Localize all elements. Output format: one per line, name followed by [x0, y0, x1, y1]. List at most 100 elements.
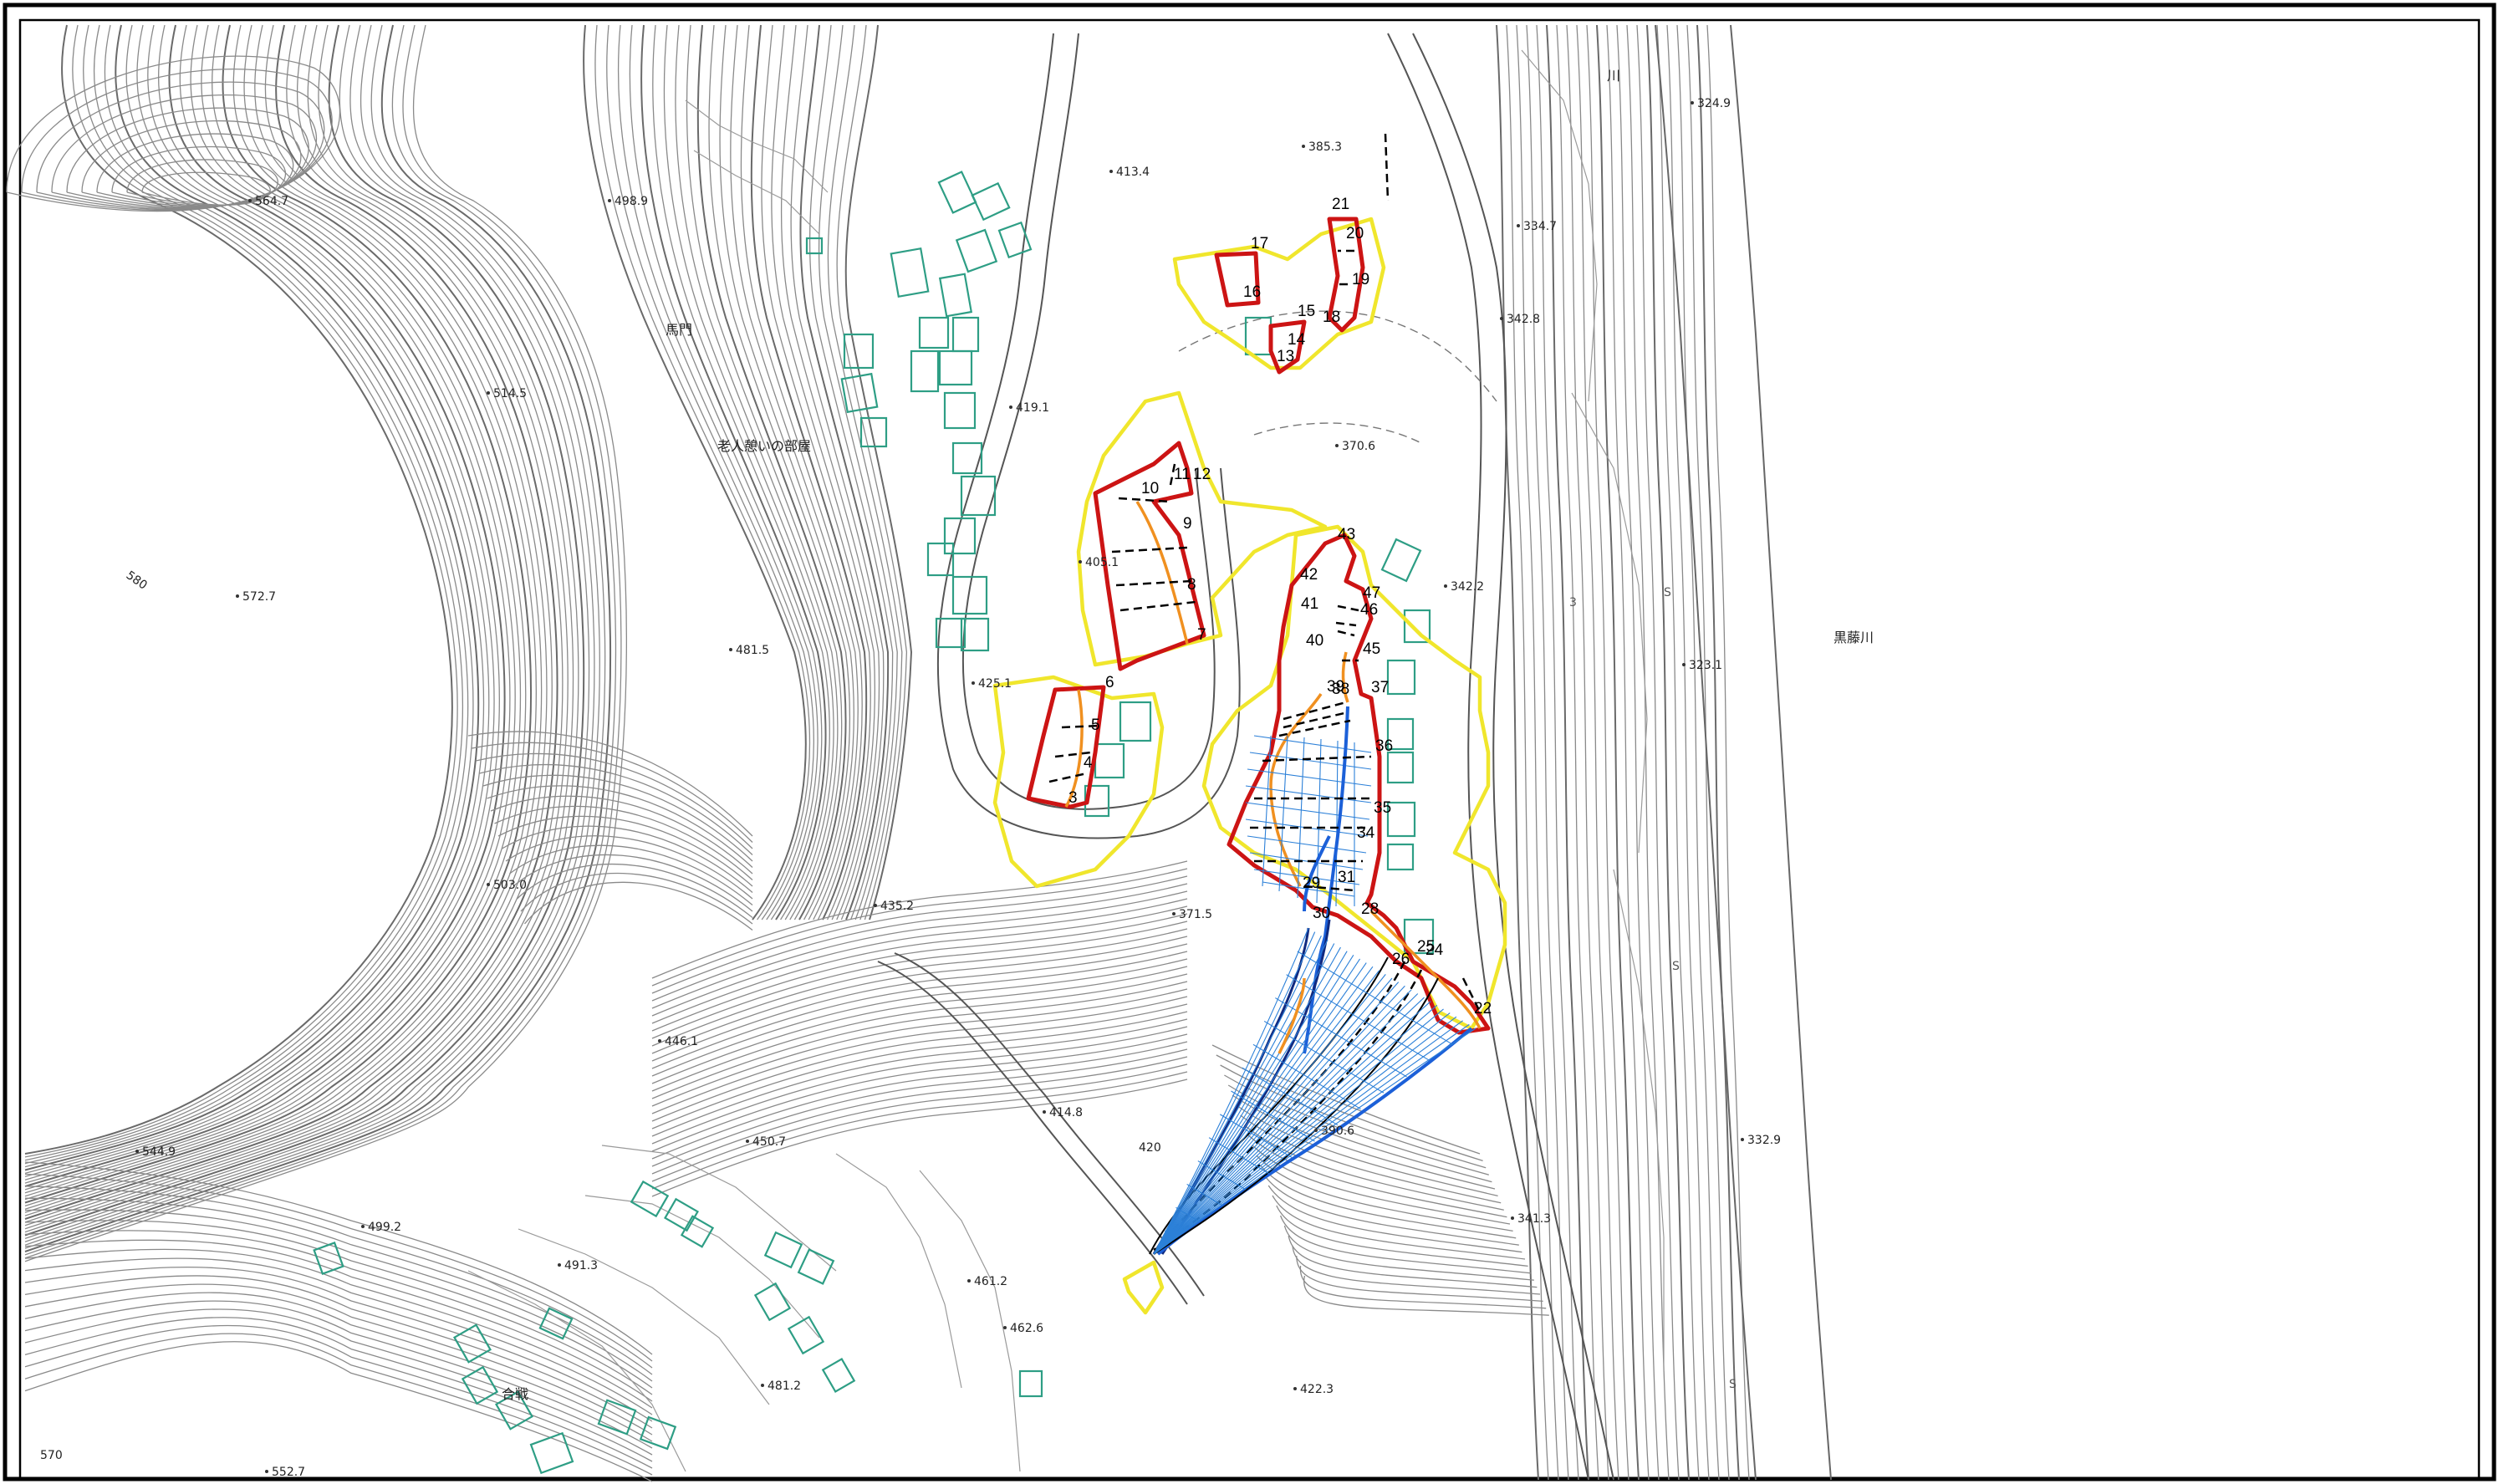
- place-label-gassen: 合戦: [502, 1386, 528, 1402]
- building: [461, 1365, 499, 1405]
- elevation-label: 324.9: [1697, 97, 1731, 110]
- building: [1380, 538, 1422, 583]
- yellow-zone-east: [1201, 524, 1507, 1031]
- contour-line: [686, 24, 843, 920]
- contour-line: [651, 898, 1188, 1017]
- elevation-label: 580: [124, 569, 150, 592]
- fan-hatch-line: [1153, 993, 1419, 1255]
- elevation-label: 341.3: [1517, 1212, 1551, 1226]
- contour-line: [24, 24, 617, 1256]
- contour-line: [24, 24, 574, 1230]
- section-number-label: 41: [1301, 595, 1318, 613]
- contour-line: [24, 24, 463, 1161]
- contour-line: [1666, 24, 1710, 1481]
- contour-line: [479, 763, 753, 855]
- contour-line: [517, 863, 753, 919]
- contour-line: [651, 1071, 1188, 1190]
- contour-line: [651, 913, 1188, 1032]
- fan-hatch-line: [1153, 939, 1329, 1255]
- contour-line: [24, 24, 579, 1233]
- building: [997, 221, 1033, 259]
- elevation-label: 503.0: [493, 879, 527, 892]
- contour-line: [24, 24, 480, 1171]
- fan-hatch-line: [1153, 1012, 1451, 1255]
- building: [1119, 701, 1152, 742]
- building: [1018, 1369, 1043, 1398]
- fan-hatch-line: [1286, 974, 1431, 1062]
- contour-line: [1303, 1275, 1549, 1316]
- fan-hatch-line: [1176, 1206, 1201, 1222]
- contour-line: [651, 860, 1188, 979]
- contour-line: [1686, 24, 1730, 1481]
- fan-hatch-line: [1242, 1067, 1339, 1126]
- fan-hatch-line: [1153, 962, 1367, 1255]
- elevation-dot: [729, 648, 732, 651]
- contour-line: [1526, 24, 1569, 1481]
- section-number-label: 25: [1417, 938, 1435, 956]
- fan-hatch-line: [1153, 977, 1393, 1255]
- contour-line: [651, 1011, 1188, 1130]
- building: [937, 171, 977, 214]
- elevation-dot: [361, 1225, 365, 1228]
- section-number-label: 18: [1323, 309, 1340, 326]
- fan-hatch-line: [1153, 997, 1425, 1255]
- fan-hatch-line: [1153, 966, 1374, 1255]
- contour-line: [24, 24, 532, 1204]
- section-number-label: 14: [1288, 331, 1306, 349]
- building: [943, 391, 977, 430]
- section-number-label: 3: [1068, 789, 1078, 807]
- elevation-label: 425.1: [978, 677, 1012, 691]
- contour-line: [799, 24, 890, 920]
- contour-line: [24, 24, 543, 1210]
- contour-line: [490, 795, 753, 875]
- elevation-label: 420: [1139, 1141, 1161, 1155]
- contour-line: [24, 24, 628, 1262]
- contour-line: [651, 1018, 1188, 1137]
- contour-line: [629, 24, 823, 920]
- building: [1403, 609, 1431, 644]
- elevation-dot: [972, 681, 975, 685]
- contour-line: [24, 1324, 653, 1469]
- contour-line: [24, 1283, 653, 1436]
- contour-line: [719, 24, 854, 920]
- section-number-label: 16: [1243, 283, 1261, 301]
- contour-line: [651, 928, 1188, 1047]
- building: [763, 1231, 803, 1269]
- fan-hatch-line: [1153, 982, 1400, 1255]
- building: [960, 617, 990, 652]
- elevation-label: 462.6: [1010, 1322, 1043, 1335]
- elevation-label: 342.8: [1507, 313, 1540, 326]
- red-special-areas: [1026, 217, 1491, 1035]
- contour-line: [1706, 24, 1750, 1481]
- contour-line: [790, 24, 885, 920]
- contour-line: [24, 1248, 653, 1409]
- elevation-label: 390.6: [1321, 1124, 1354, 1138]
- contour-line: [24, 24, 595, 1242]
- elevation-label: 323.1: [1689, 659, 1722, 672]
- section-number-label: 21: [1332, 196, 1349, 213]
- contour-line: [651, 883, 1188, 1002]
- contour-line: [24, 24, 569, 1226]
- yellow-zone-north: [1172, 217, 1386, 370]
- building: [918, 316, 950, 349]
- contour-line: [520, 872, 753, 925]
- section-number-label: 28: [1361, 900, 1379, 918]
- building: [753, 1282, 792, 1322]
- elevation-label: 419.1: [1016, 401, 1049, 415]
- section-number-label: 47: [1363, 584, 1380, 602]
- contour-line: [1676, 24, 1720, 1481]
- building: [951, 316, 980, 353]
- contour-line: [1272, 1195, 1526, 1260]
- elevation-dot: [1335, 444, 1339, 447]
- contour-line: [472, 742, 753, 843]
- yellow-zone-south: [992, 675, 1165, 889]
- place-label-roujin: 老人憩いの部屋: [717, 438, 811, 454]
- inner-map-frame: [18, 18, 2481, 1481]
- fan-hatch-line: [1231, 1090, 1315, 1142]
- section-number-label: 40: [1306, 632, 1323, 650]
- blue-channel-west: [1303, 835, 1331, 912]
- section-number-label: 43: [1338, 526, 1355, 543]
- contour-line: [1279, 1215, 1532, 1274]
- contour-line: [24, 24, 600, 1246]
